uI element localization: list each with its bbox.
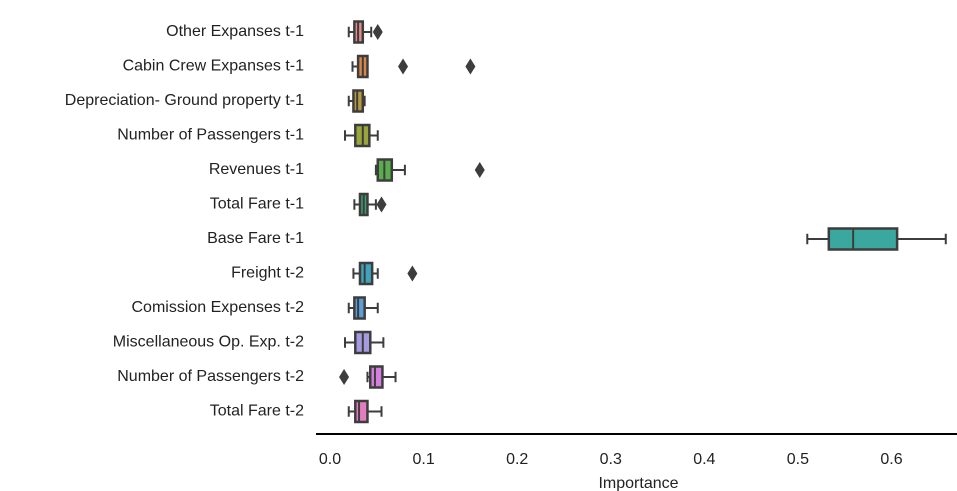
- boxplot-group: [347, 89, 366, 113]
- category-label: Base Fare t-1: [207, 230, 304, 247]
- x-tick-label: 0.1: [412, 451, 434, 468]
- box-iqr: [353, 296, 366, 320]
- boxplots: [339, 20, 947, 424]
- boxplot-group: [351, 54, 476, 79]
- boxplot-group: [347, 399, 383, 424]
- boxplot-group: [347, 20, 383, 44]
- x-tick-label: 0.0: [319, 451, 341, 468]
- category-label: Total Fare t-1: [210, 196, 304, 213]
- boxplot-group: [374, 158, 485, 182]
- boxplot-group: [347, 296, 379, 320]
- box-iqr: [369, 365, 384, 389]
- outlier-point: [474, 162, 485, 178]
- x-tick-label: 0.5: [787, 451, 809, 468]
- outlier-point: [398, 58, 409, 75]
- outlier-point: [407, 265, 418, 282]
- boxplot-group: [344, 123, 379, 148]
- category-label: Total Fare t-2: [210, 403, 304, 420]
- x-tick-label: 0.4: [693, 451, 715, 468]
- outlier-point: [465, 58, 476, 75]
- boxplot-group: [353, 192, 387, 217]
- outlier-point: [372, 24, 383, 40]
- x-tick-label: 0.6: [880, 451, 902, 468]
- category-label: Depreciation- Ground property t-1: [65, 92, 304, 109]
- x-tick-label: 0.3: [600, 451, 622, 468]
- x-tick-label: 0.2: [506, 451, 528, 468]
- x-axis-ticks: 0.0 0.1 0.2 0.3 0.4 0.5 0.6: [319, 451, 903, 468]
- outlier-point: [376, 196, 387, 213]
- boxplot-group: [339, 365, 397, 389]
- x-axis-title: Importance: [598, 475, 678, 491]
- category-label: Comission Expenses t-2: [131, 299, 304, 316]
- boxplot-group: [344, 330, 385, 355]
- category-label: Number of Passengers t-1: [117, 127, 304, 144]
- category-label: Other Expanses t-1: [166, 23, 304, 40]
- box-iqr: [827, 227, 899, 251]
- category-labels: Other Expanses t-1 Cabin Crew Expanses t-…: [65, 23, 304, 420]
- boxplot-group: [806, 227, 947, 251]
- box-iqr: [354, 399, 369, 424]
- box-iqr: [358, 261, 374, 286]
- category-label: Freight t-2: [231, 265, 304, 282]
- boxplot-group: [352, 261, 418, 286]
- category-label: Cabin Crew Expanses t-1: [123, 58, 305, 75]
- category-label: Revenues t-1: [209, 161, 304, 178]
- category-label: Number of Passengers t-2: [117, 368, 304, 385]
- category-label: Miscellaneous Op. Exp. t-2: [113, 334, 304, 351]
- outlier-point: [339, 369, 350, 385]
